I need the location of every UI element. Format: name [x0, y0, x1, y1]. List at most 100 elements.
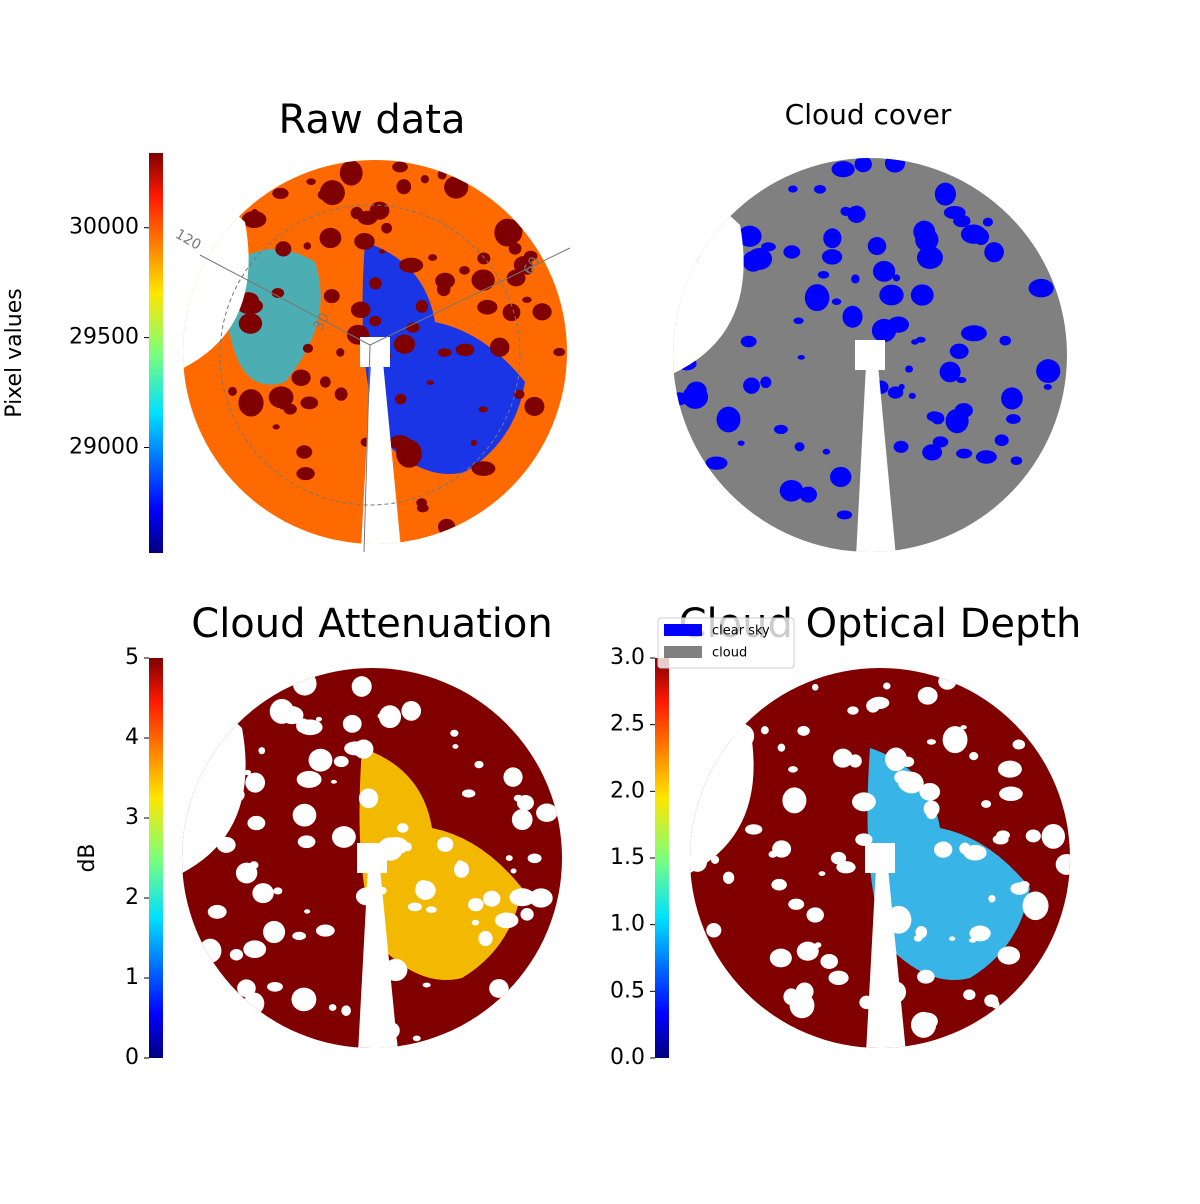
image-blob [275, 241, 292, 257]
image-blob [249, 861, 259, 869]
image-blob [956, 377, 967, 384]
image-blob [381, 222, 393, 234]
image-blob [942, 726, 968, 754]
image-blob [842, 305, 863, 328]
image-blob [437, 348, 452, 357]
image-blob [536, 803, 558, 822]
image-blob [740, 335, 757, 348]
image-blob [994, 434, 1009, 447]
image-blob [831, 161, 855, 178]
image-blob [237, 979, 256, 998]
image-blob [354, 233, 375, 250]
image-blob [509, 888, 536, 907]
image-blob [883, 682, 891, 690]
image-blob [384, 837, 409, 855]
image-blob [437, 169, 447, 180]
image-blob [996, 830, 1010, 841]
image-blob [823, 228, 842, 249]
colorbar-tick-label: 1 [125, 965, 139, 990]
legend-swatch [664, 624, 702, 636]
image-blob [892, 274, 901, 282]
image-blob [818, 871, 826, 876]
image-blob [821, 249, 843, 265]
image-blob [452, 744, 459, 749]
image-blob [330, 779, 337, 784]
image-blob [407, 902, 422, 912]
image-blob [341, 1005, 351, 1016]
image-blob [412, 1035, 421, 1042]
image-blob [743, 377, 760, 394]
image-blob [296, 467, 315, 481]
image-blob [334, 387, 348, 401]
image-mast [866, 868, 906, 1048]
image-blob [300, 396, 319, 410]
image-blob [831, 856, 839, 863]
image-blob [529, 888, 553, 908]
colorbar-tick-label: 2.0 [610, 778, 645, 803]
image-blob [997, 946, 1021, 965]
image-blob [303, 242, 312, 250]
polar-line [369, 247, 571, 346]
image-blob [926, 739, 936, 745]
image-blob [453, 861, 470, 878]
image-blob [797, 355, 805, 360]
image-blob [416, 498, 428, 508]
polar-ring [219, 204, 521, 506]
image-block [357, 843, 387, 873]
image-blob [437, 836, 454, 852]
colorbar [149, 153, 163, 553]
image-blob [378, 249, 386, 254]
image-blob [331, 826, 356, 848]
image-blob [342, 714, 362, 733]
colorbar-tick-label: 2.5 [610, 712, 645, 737]
image-blob [682, 385, 709, 409]
image-blob [922, 444, 943, 461]
legend: clear sky cloud [657, 617, 795, 669]
image-blob [420, 175, 429, 184]
image-blob [252, 883, 274, 904]
image-blob [459, 265, 470, 275]
image-blob [291, 369, 311, 387]
image-blob [934, 182, 957, 206]
image-blob [516, 794, 534, 811]
image-blob [244, 769, 252, 776]
image-blob [742, 236, 752, 247]
colorbar-tick-label: 1.0 [610, 912, 645, 937]
colorbar-tick-label: 30000 [69, 215, 139, 240]
image-mast [361, 362, 401, 544]
image-blob [292, 671, 317, 696]
colorbar-label: dB [75, 843, 100, 872]
image-blob [336, 348, 345, 357]
image-blob [524, 396, 545, 416]
image-panel [183, 160, 567, 544]
image-block [855, 340, 885, 370]
image-blob [773, 424, 788, 435]
sky-image [690, 668, 1070, 1048]
image-blob [931, 412, 945, 425]
panel-title: Raw data [279, 97, 466, 143]
image-blob [852, 792, 876, 812]
image-blob [296, 445, 313, 459]
image-blob [323, 289, 340, 304]
image-blob [494, 912, 519, 929]
image-blob [415, 300, 428, 313]
image-blob [319, 227, 342, 249]
image-blob [828, 970, 849, 986]
image-blob [315, 924, 335, 937]
image-blob [836, 861, 856, 874]
image-panel [690, 668, 1070, 1048]
image-blob [482, 890, 501, 907]
image-blob [813, 184, 826, 194]
image-mast [358, 868, 398, 1048]
image-blob [997, 760, 1022, 778]
image-blob [948, 936, 956, 941]
image-blob [1025, 829, 1041, 843]
image-block [360, 337, 390, 367]
image-blob [358, 788, 379, 809]
image-blob [292, 803, 317, 827]
image-blob [471, 919, 480, 926]
image-blob [258, 747, 266, 755]
image-blob [426, 380, 435, 385]
image-blob [847, 205, 866, 223]
